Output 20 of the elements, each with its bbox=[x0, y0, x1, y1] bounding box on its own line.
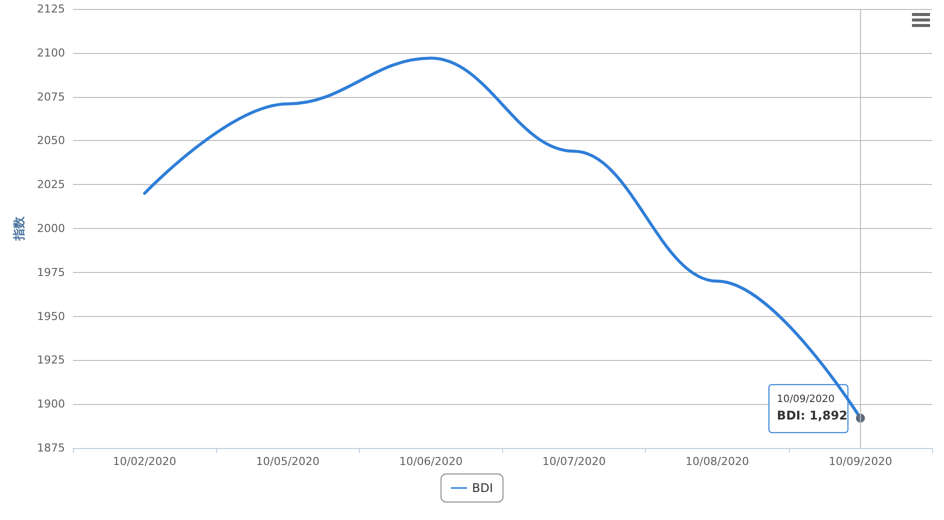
y-tick-label: 1950 bbox=[37, 310, 65, 323]
y-tick-label: 2075 bbox=[37, 90, 65, 104]
y-tick-label: 1875 bbox=[37, 442, 65, 454]
x-tick-label: 10/09/2020 bbox=[828, 455, 892, 468]
x-tick-label: 10/05/2020 bbox=[256, 455, 320, 468]
y-tick-label: 1925 bbox=[37, 354, 65, 367]
y-tick-label: 2025 bbox=[37, 178, 65, 192]
annotation: 10/09/2020 BDI: 1,892 bbox=[776, 394, 848, 423]
y-tick-label: 2050 bbox=[37, 134, 65, 148]
x-tick-label: 10/06/2020 bbox=[399, 455, 463, 468]
y-axis-title: 指数 bbox=[12, 216, 26, 242]
y-tick-label: 2125 bbox=[37, 2, 65, 16]
x-tick-label: 10/08/2020 bbox=[686, 455, 749, 468]
x-tick-label: 10/07/2020 bbox=[542, 455, 606, 468]
y-tick-label: 2000 bbox=[37, 222, 65, 235]
x-tick-label: 10/02/2020 bbox=[112, 455, 176, 468]
y-tick-label: 1900 bbox=[37, 398, 65, 411]
y-tick-label: 2100 bbox=[37, 46, 65, 60]
legend-label: BDI bbox=[472, 481, 494, 495]
y-tick-label: 1975 bbox=[37, 266, 65, 279]
